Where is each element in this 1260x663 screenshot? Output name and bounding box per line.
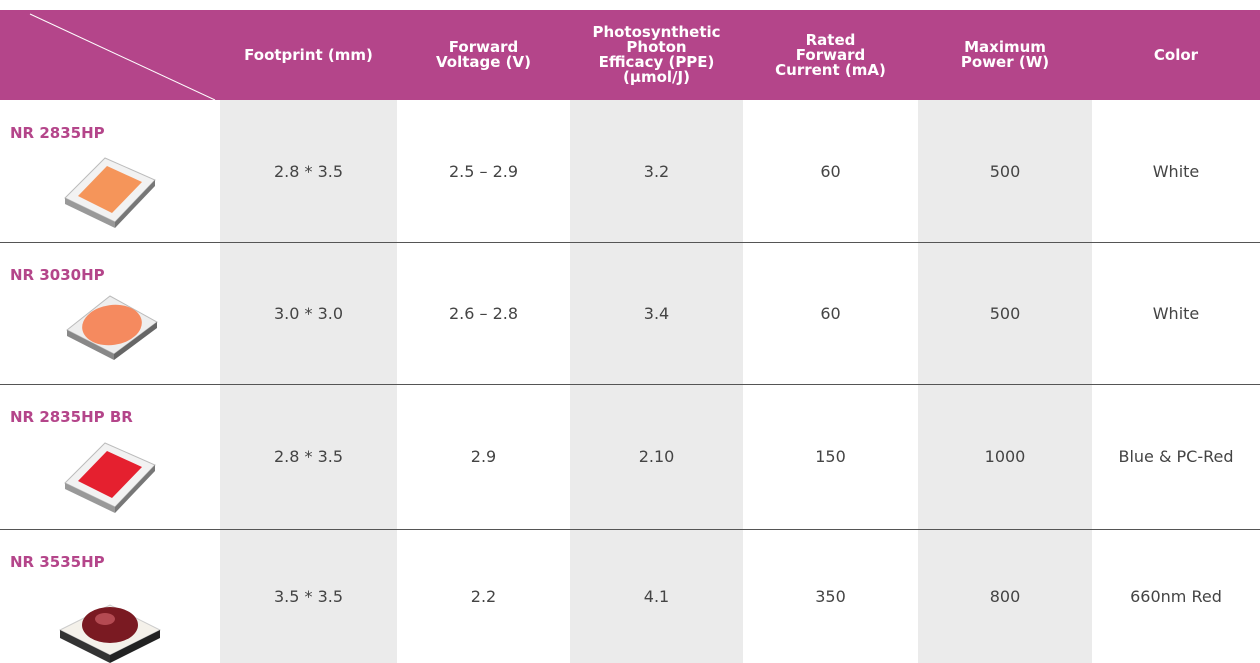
cell-value: 2.2: [470, 586, 497, 606]
row-rule: [0, 384, 1260, 385]
header-line: Maximum: [964, 38, 1046, 56]
header-line: Power (W): [960, 53, 1050, 71]
product-name: NR 3030HP: [10, 266, 105, 284]
product-name: NR 3535HP: [10, 553, 105, 571]
led-image: [64, 442, 156, 513]
cell-value: 2.9: [470, 447, 497, 466]
cell-value: 3.5 * 3.5: [273, 586, 344, 606]
product-name: NR 2835HP: [10, 124, 105, 142]
header-line: Rated: [805, 30, 856, 49]
header-line: Color: [1153, 45, 1199, 64]
header-line: Photosynthetic: [592, 23, 721, 41]
row-rule: [0, 242, 1260, 243]
cell-value: 2.8 * 3.5: [273, 447, 344, 466]
cell-value: 3.4: [643, 303, 670, 323]
cell-value: 2.6 – 2.8: [448, 303, 519, 323]
header-line: Voltage (V): [436, 53, 531, 71]
column-shade: [220, 100, 397, 663]
cell-value: 150: [815, 447, 846, 466]
cell-value: 350: [815, 586, 846, 606]
header-line: Forward: [795, 45, 866, 64]
column-header: Color: [1092, 10, 1260, 100]
cell-value: 1000: [984, 447, 1026, 466]
row-rule: [0, 529, 1260, 530]
cell-value: 3.2: [643, 161, 670, 181]
header-line: Footprint (mm): [244, 45, 373, 64]
led-image: [58, 604, 162, 663]
cell-value: 500: [989, 161, 1021, 181]
header-line: Efficacy (PPE): [598, 53, 715, 71]
header-line: Current (mA): [775, 60, 886, 79]
cell-value: 2.8 * 3.5: [273, 161, 344, 181]
header-bar: [0, 10, 1260, 100]
cell-value: White: [1152, 161, 1200, 181]
header-line: Photon: [626, 38, 687, 56]
cell-value: White: [1152, 303, 1200, 323]
cell-value: 660nm Red: [1130, 586, 1222, 606]
cell-value: 800: [989, 586, 1021, 606]
led-image: [66, 295, 158, 360]
cell-value: 2.5 – 2.9: [448, 161, 519, 181]
header-line: Forward: [448, 38, 519, 56]
column-header: Footprint (mm): [220, 10, 397, 100]
column-shade: [570, 100, 743, 663]
column-header: Rated Forward Current (mA): [743, 10, 918, 100]
led-image: [64, 157, 156, 228]
cell-value: 500: [989, 303, 1021, 323]
cell-value: 60: [820, 303, 841, 323]
column-header: Forward Voltage (V): [397, 10, 570, 100]
cell-value: Blue & PC-Red: [1118, 447, 1234, 466]
cell-value: 60: [820, 161, 841, 181]
cell-value: 3.0 * 3.0: [273, 303, 344, 323]
header-diagonal: [29, 13, 216, 100]
column-header: Photosynthetic Photon Efficacy (PPE) (μmol/…: [570, 10, 743, 100]
product-name: NR 2835HP BR: [10, 408, 133, 426]
header-line: (μmol/J): [623, 68, 690, 86]
column-header: Maximum Power (W): [918, 10, 1092, 100]
cell-value: 2.10: [638, 447, 675, 466]
cell-value: 4.1: [643, 586, 670, 606]
column-shade: [918, 100, 1092, 663]
